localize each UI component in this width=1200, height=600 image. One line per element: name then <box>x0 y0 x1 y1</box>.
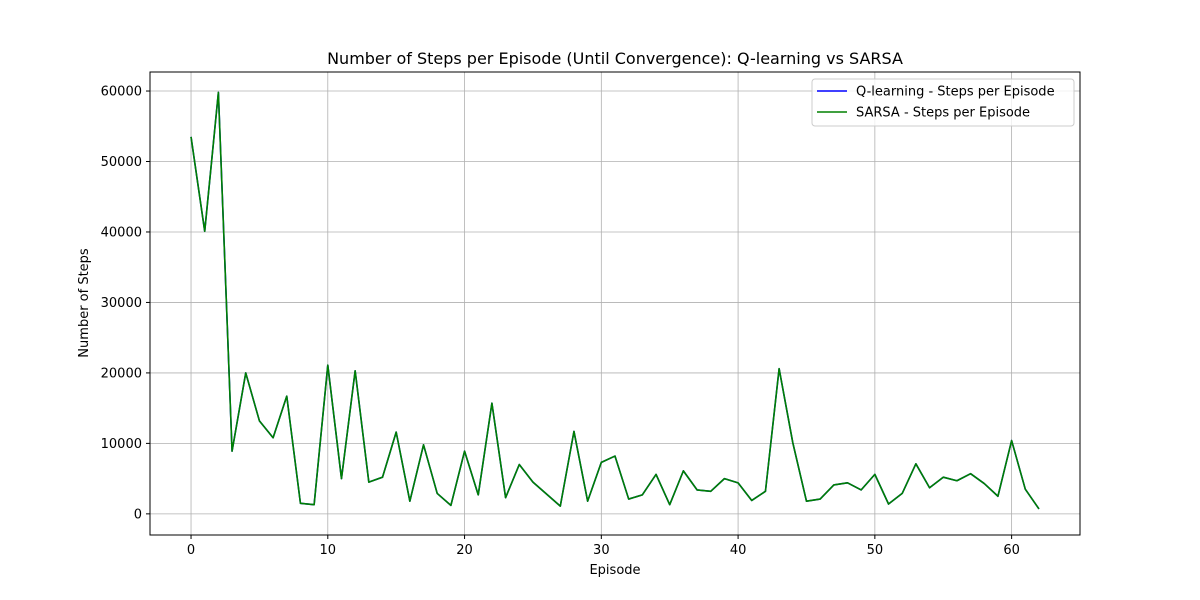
y-tick-label: 50000 <box>101 155 142 170</box>
legend-entry: SARSA - Steps per Episode <box>856 106 1030 121</box>
x-axis-label: Episode <box>589 563 640 578</box>
series-line-q-learning <box>190 91 1040 510</box>
grid <box>150 72 1080 535</box>
x-tick-label: 30 <box>593 543 610 558</box>
x-tick-label: 40 <box>730 543 747 558</box>
y-tick-label: 10000 <box>101 437 142 452</box>
legend-box <box>811 78 1075 127</box>
series-line-sarsa <box>190 91 1040 510</box>
series-lines <box>190 91 1040 510</box>
y-axis-label: Number of Steps <box>77 248 92 358</box>
x-tick-label: 10 <box>320 543 337 558</box>
y-tick-label: 30000 <box>101 296 142 311</box>
legend-entry: Q-learning - Steps per Episode <box>856 85 1055 100</box>
x-tick-label: 20 <box>456 543 473 558</box>
x-tick-label: 60 <box>1003 543 1020 558</box>
x-tick-label: 0 <box>187 543 195 558</box>
y-tick-label: 60000 <box>101 85 142 100</box>
y-tick-label: 0 <box>134 507 142 522</box>
plot-frame <box>149 71 1081 536</box>
legend: Q-learning - Steps per Episode SARSA - St… <box>811 78 1075 127</box>
y-tick-label: 20000 <box>101 366 142 381</box>
chart-title: Number of Steps per Episode (Until Conve… <box>327 49 903 68</box>
y-tick-label: 40000 <box>101 225 142 240</box>
x-axis-ticks: 0 10 20 30 40 50 60 <box>187 535 1020 558</box>
y-axis-ticks: 0 10000 20000 30000 40000 50000 60000 <box>101 85 150 522</box>
x-tick-label: 50 <box>867 543 884 558</box>
